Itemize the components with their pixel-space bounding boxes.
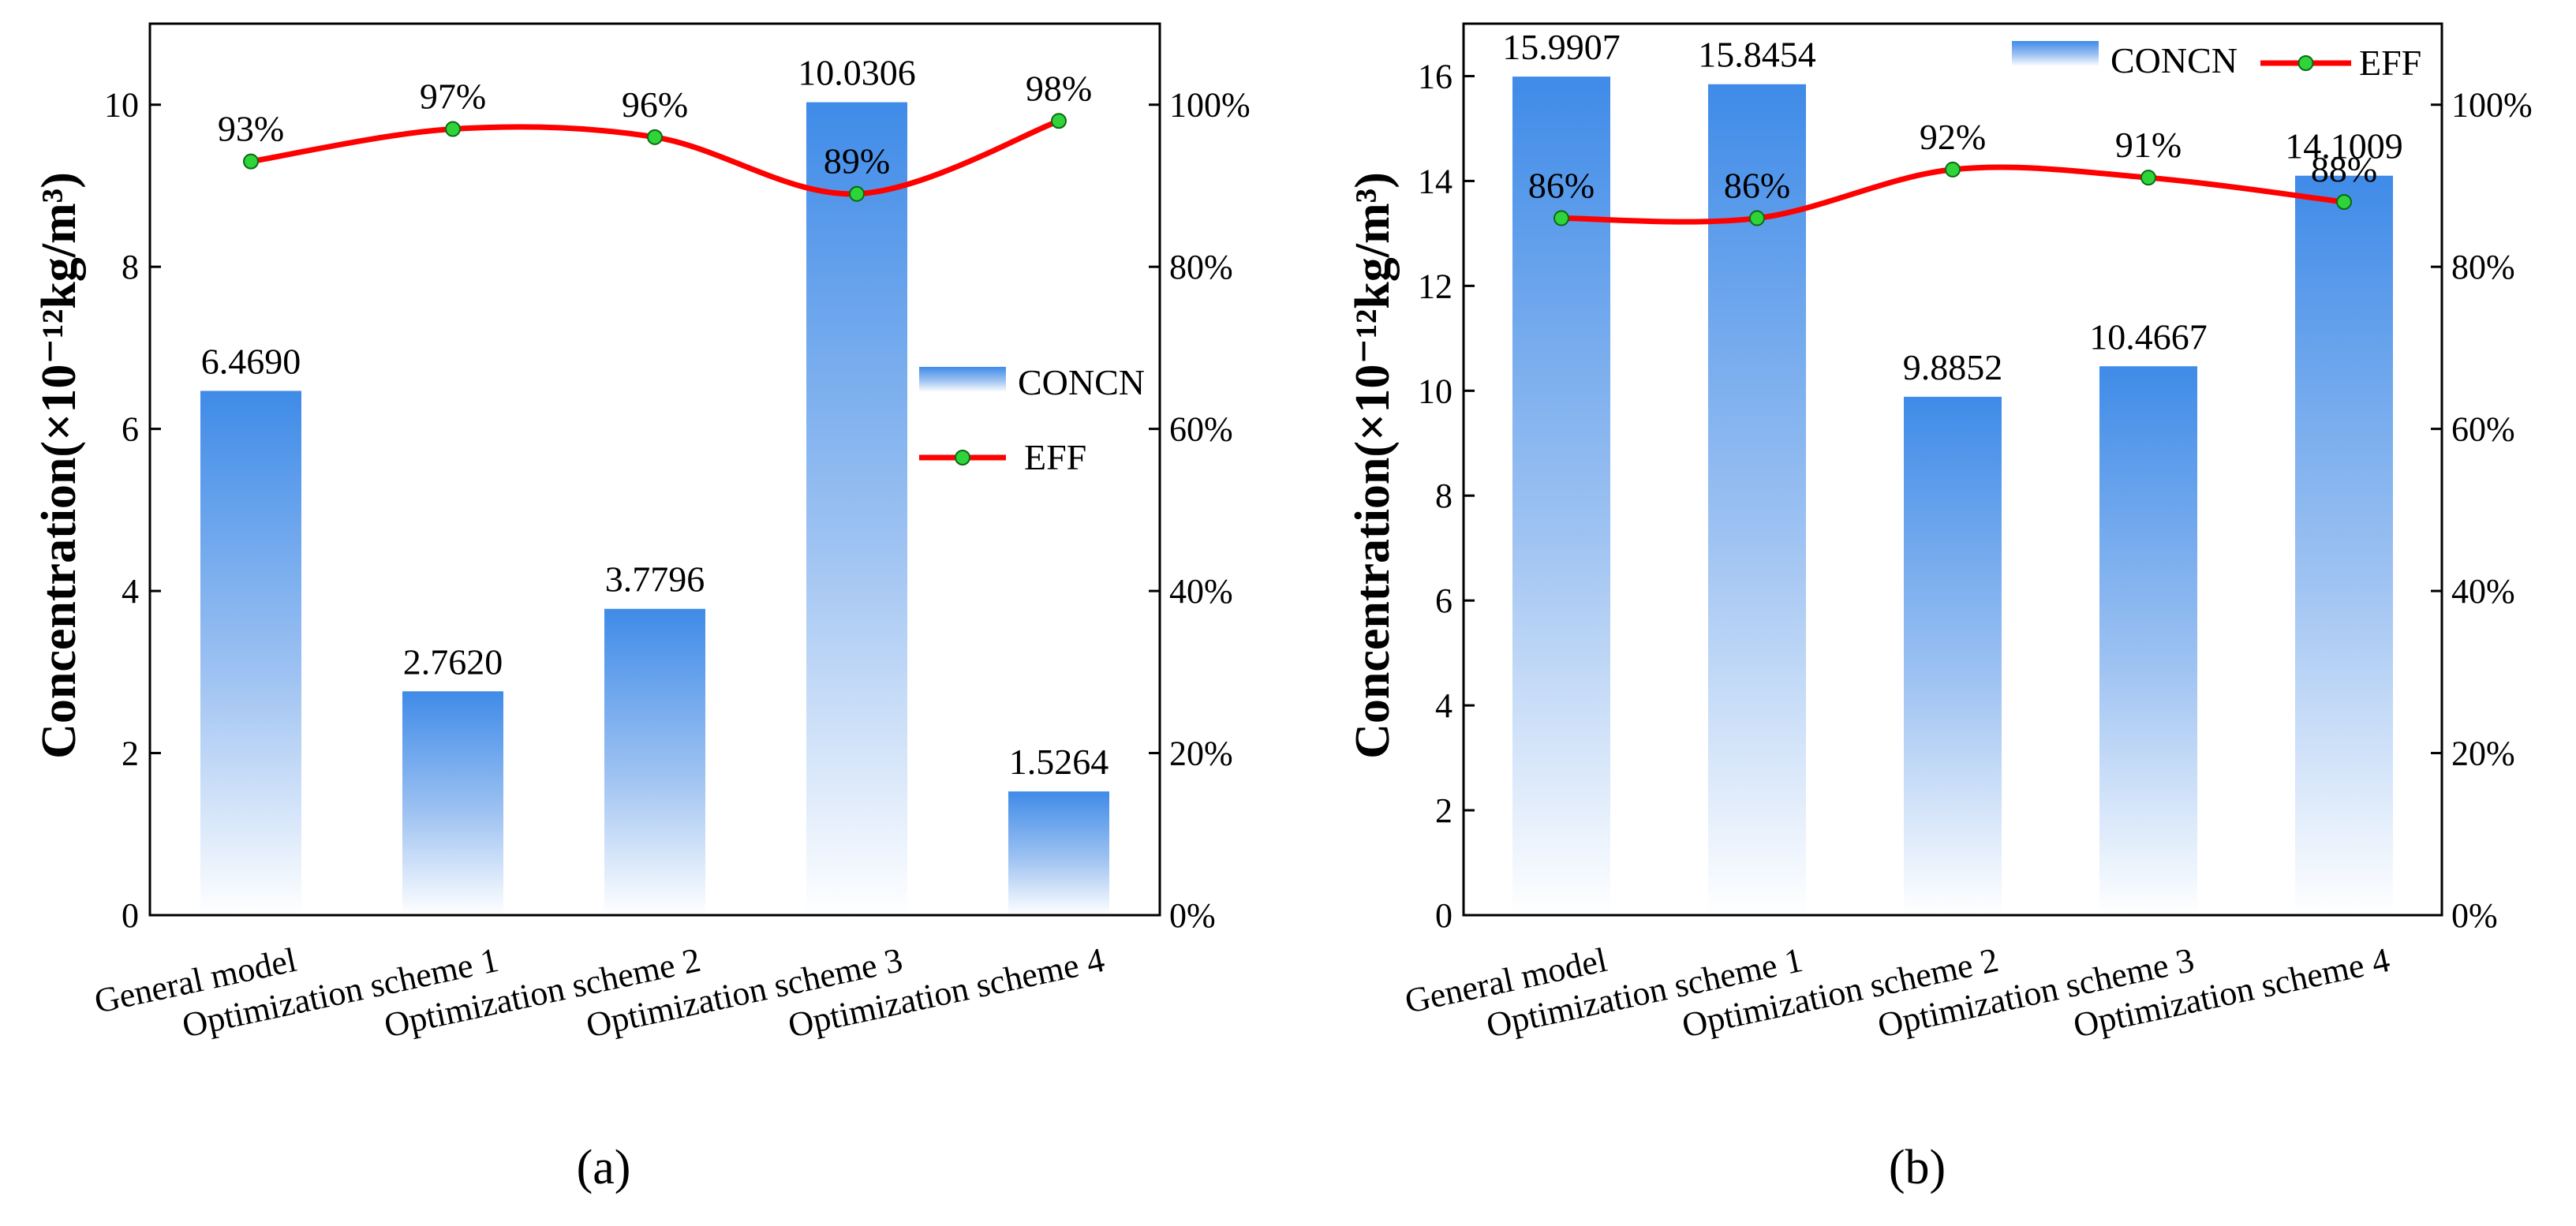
panel-b-y2-tick-label: 40% xyxy=(2451,572,2515,611)
panel-a-eff-value-label: 97% xyxy=(420,77,486,117)
panel-b-legend-concn-label: CONCN xyxy=(2111,40,2238,80)
panel-a-y2-tick-label: 80% xyxy=(1169,248,1233,286)
panel-b-bar-3 xyxy=(1904,396,2002,915)
panel-b-eff-marker-5 xyxy=(2336,194,2352,210)
panel-a-legend-bar-swatch xyxy=(919,367,1006,392)
panel-a-bar-value-label: 3.7796 xyxy=(605,559,705,600)
panel-b-y2-tick-label: 20% xyxy=(2451,734,2515,773)
panel-b-bar-value-label: 10.4667 xyxy=(2089,316,2208,357)
panel-a-bar-value-label: 10.0306 xyxy=(798,53,916,93)
panel-b-eff-value-label: 91% xyxy=(2115,125,2182,165)
panel-a-legend-marker-swatch xyxy=(955,450,970,465)
panel-b-eff-value-label: 92% xyxy=(1920,117,1986,157)
panel-a-y-tick-label: 6 xyxy=(122,410,139,449)
panel-b-y2-tick-label: 80% xyxy=(2451,248,2515,286)
panel-a-eff-value-label: 93% xyxy=(218,109,284,149)
panel-b-y-axis-label: Concentration(×10⁻¹²kg/m³) xyxy=(1346,172,1400,759)
panel-b-legend-bar-swatch xyxy=(2012,41,2099,66)
panel-a-y-tick-label: 4 xyxy=(122,572,139,611)
panel-a-y-tick-label: 10 xyxy=(104,86,139,125)
panel-b-y2-tick-label: 0% xyxy=(2451,896,2498,935)
panel-a-y2-tick-label: 20% xyxy=(1169,734,1233,773)
panel-b-y-tick-label: 12 xyxy=(1418,267,1453,305)
panel-b-legend-marker-swatch xyxy=(2297,55,2314,71)
panel-a-bar-value-label: 6.4690 xyxy=(201,341,301,381)
panel-b-y-tick-label: 6 xyxy=(1435,581,1453,620)
panel-a-y2-tick-label: 100% xyxy=(1169,86,1251,125)
panel-b-y-tick-label: 10 xyxy=(1418,372,1453,410)
panel-a-bar-2 xyxy=(402,691,503,915)
panel-b-bar-2 xyxy=(1708,84,1806,915)
panel-a-eff-marker-1 xyxy=(243,153,259,170)
panel-a-legend-eff-label: EFF xyxy=(1024,437,1086,477)
panel-b-y2-tick-label: 60% xyxy=(2451,410,2515,449)
panel-b-y-tick-label: 16 xyxy=(1418,57,1453,95)
panel-a-y-axis-label: Concentration(×10⁻¹²kg/m³) xyxy=(32,172,86,759)
panel-b-plot-frame xyxy=(1462,22,2443,917)
panel-a-legend-concn-label: CONCN xyxy=(1018,362,1145,402)
panel-a-bar-1 xyxy=(200,391,301,915)
panel-b-legend-eff-label: EFF xyxy=(2359,43,2421,83)
panel-b-y-tick-label: 8 xyxy=(1435,477,1453,515)
panel-a-bar-5 xyxy=(1008,791,1109,915)
panel-a-caption: (a) xyxy=(577,1141,631,1194)
panel-a-y2-tick-label: 60% xyxy=(1169,410,1233,449)
panel-a-eff-marker-5 xyxy=(1051,113,1067,129)
panel-a-y2-tick-label: 40% xyxy=(1169,572,1233,611)
panel-b-y2-tick-label: 100% xyxy=(2451,86,2533,125)
panel-a-y-tick-label: 2 xyxy=(122,734,139,773)
panel-a-bar-4 xyxy=(806,102,907,915)
panel-b-bar-value-label: 15.9907 xyxy=(1502,27,1621,67)
panel-b-eff-marker-1 xyxy=(1553,210,1569,226)
panel-b-eff-value-label: 88% xyxy=(2311,149,2377,189)
panel-b-y-tick-label: 4 xyxy=(1435,686,1453,725)
panel-a-eff-marker-3 xyxy=(647,129,663,145)
panel-b-eff-marker-4 xyxy=(2140,170,2156,186)
panel-b-bar-value-label: 9.8852 xyxy=(1903,347,2003,387)
panel-a-y-tick-label: 8 xyxy=(122,248,139,286)
chart-panel-b: 15.9907 15.8454 9.8852 10.4667 14.1009 0 2 4 6 8 1… xyxy=(1346,22,2533,1194)
panel-b-eff-value-label: 86% xyxy=(1528,166,1595,206)
panel-a-bar-3 xyxy=(604,608,705,915)
panel-b-y-tick-label: 2 xyxy=(1435,791,1453,830)
panel-a-bar-value-label: 2.7620 xyxy=(403,641,503,682)
chart-panel-a: 6.46902.76203.779610.03061.526402468100%… xyxy=(32,22,1251,1194)
panel-b-y-tick-label: 14 xyxy=(1418,162,1453,200)
panel-a-eff-value-label: 98% xyxy=(1026,68,1092,108)
panel-b-bar-5 xyxy=(2295,175,2393,915)
panel-b-bar-value-label: 14.1009 xyxy=(2285,126,2403,166)
panel-a-eff-marker-4 xyxy=(849,185,865,202)
panel-b-eff-value-label: 86% xyxy=(1724,166,1790,206)
panel-a-eff-value-label: 96% xyxy=(622,84,688,125)
panel-b-eff-marker-3 xyxy=(1945,161,1961,178)
panel-b-y-tick-label: 0 xyxy=(1435,896,1453,935)
panel-b-caption: (b) xyxy=(1889,1141,1946,1194)
panel-a-plot-frame xyxy=(148,22,1161,917)
panel-a-bar-value-label: 1.5264 xyxy=(1009,742,1109,782)
panel-a-eff-marker-2 xyxy=(445,121,461,137)
panel-a-y-tick-label: 0 xyxy=(122,896,139,935)
panel-b-bar-4 xyxy=(2099,366,2197,915)
panel-b-bar-value-label: 15.8454 xyxy=(1698,35,1816,75)
panel-a-y2-tick-label: 0% xyxy=(1169,896,1216,935)
panel-a-eff-value-label: 89% xyxy=(824,141,890,181)
panel-b-eff-marker-2 xyxy=(1749,210,1765,226)
